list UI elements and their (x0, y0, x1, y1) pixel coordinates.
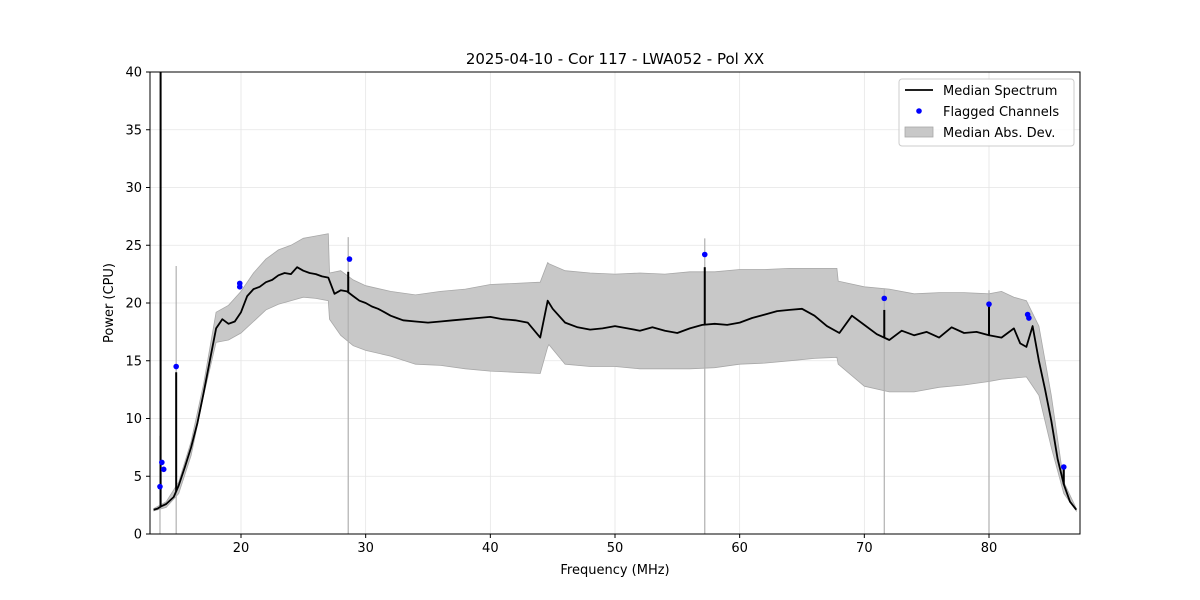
y-tick-label: 20 (125, 297, 142, 312)
flagged-point (346, 256, 353, 262)
legend-box (898, 78, 1075, 147)
legend-flagged-label: Flagged Channels (943, 105, 1059, 120)
legend-mad-label: Median Abs. Dev. (943, 126, 1055, 141)
chart-title: 2025-04-10 - Cor 117 - LWA052 - Pol XX (466, 50, 764, 68)
flagged-point (1060, 464, 1067, 470)
flagged-point (881, 295, 888, 302)
flagged-point (159, 459, 165, 466)
flagged-point (160, 466, 167, 473)
flagged-point (157, 483, 163, 490)
flagged-point (1026, 315, 1032, 321)
legend: Median Spectrum Flagged Channels Median … (898, 78, 1075, 147)
x-tick-label: 20 (233, 541, 250, 556)
mad-band (153, 233, 1077, 513)
x-tick-label: 30 (357, 541, 374, 556)
y-axis-ticks: 0 5 10 15 20 25 30 35 40 (125, 66, 150, 543)
y-tick-label: 15 (125, 354, 142, 369)
y-tick-label: 25 (125, 239, 142, 254)
y-tick-label: 0 (134, 528, 142, 543)
x-tick-label: 80 (981, 541, 998, 556)
y-tick-label: 5 (134, 470, 142, 485)
y-tick-label: 40 (125, 66, 142, 81)
legend-median-label: Median Spectrum (943, 84, 1057, 99)
flagged-point (173, 363, 179, 370)
flagged-point (701, 251, 708, 258)
y-tick-label: 10 (125, 412, 142, 427)
y-axis-label: Power (CPU) (102, 263, 117, 343)
flagged-point (986, 301, 992, 307)
flagged-channel-points (157, 251, 1067, 490)
x-tick-label: 40 (482, 541, 499, 556)
x-tick-label: 60 (731, 541, 748, 556)
flagged-point (236, 284, 243, 290)
median-spikes (159, 72, 1065, 507)
x-tick-label: 70 (856, 541, 873, 556)
legend-flagged-swatch (916, 108, 922, 114)
x-axis-label: Frequency (MHz) (560, 563, 669, 578)
y-tick-label: 30 (125, 181, 142, 196)
x-axis-ticks: 20 30 40 50 60 70 80 (233, 534, 998, 556)
x-tick-label: 50 (607, 541, 624, 556)
legend-mad-swatch (904, 126, 934, 138)
y-tick-label: 35 (125, 123, 142, 138)
median-spectrum-line (153, 266, 1078, 511)
